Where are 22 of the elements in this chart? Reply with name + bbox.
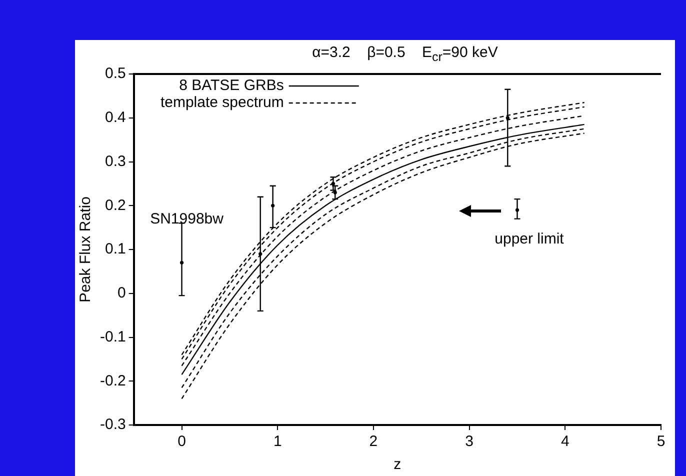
- x-axis-title: z: [394, 456, 402, 474]
- y-axis-title: Peak Flux Ratio: [77, 196, 94, 302]
- annotation: SN1998bw: [150, 210, 224, 228]
- x-tick-label: 5: [656, 433, 666, 450]
- y-tick-label: 0.3: [104, 152, 126, 170]
- y-tick-label: 0.5: [104, 65, 126, 82]
- x-tick-label: 2: [369, 433, 378, 450]
- y-tick-label: 0.1: [104, 240, 126, 258]
- legend-label: template spectrum: [160, 94, 284, 112]
- annotation: upper limit: [494, 230, 565, 248]
- y-tick-label: 0: [118, 284, 126, 302]
- legend-label: 8 BATSE GRBs: [179, 77, 284, 94]
- y-tick-label: -0.1: [100, 328, 126, 346]
- x-tick-label: 3: [465, 433, 474, 450]
- y-tick-label: -0.2: [100, 372, 126, 390]
- y-tick-label: -0.3: [100, 416, 126, 434]
- y-tick-label: 0.4: [104, 109, 126, 126]
- x-tick-label: 4: [560, 433, 570, 450]
- y-tick-label: 0.2: [104, 196, 126, 214]
- chart-title: α=3.2 β=0.5 E$_{cr}$=90 keV: [311, 44, 499, 64]
- x-tick-label: 0: [178, 433, 186, 450]
- x-tick-label: 1: [273, 433, 282, 450]
